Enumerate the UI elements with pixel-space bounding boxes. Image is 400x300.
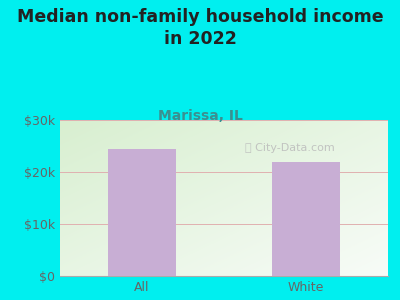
Bar xyxy=(272,162,340,276)
Text: Median non-family household income
in 2022: Median non-family household income in 20… xyxy=(17,8,383,48)
Text: ⓘ City-Data.com: ⓘ City-Data.com xyxy=(245,143,334,153)
Text: Marissa, IL: Marissa, IL xyxy=(158,110,242,124)
Bar xyxy=(108,148,176,276)
